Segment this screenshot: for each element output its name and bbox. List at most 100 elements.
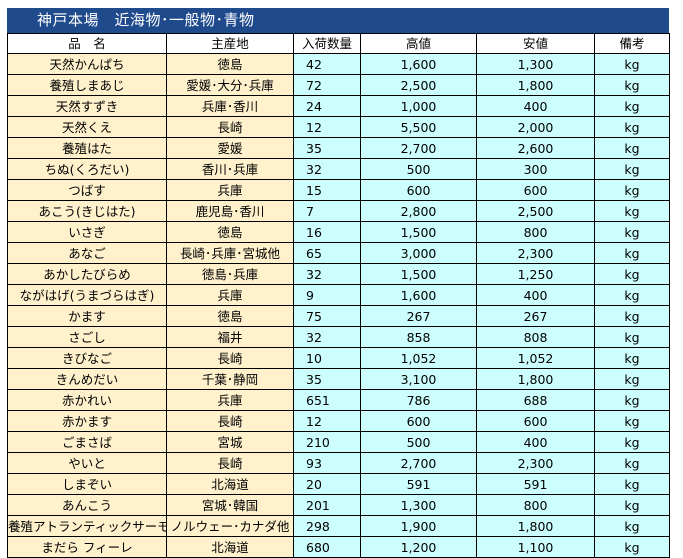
- unit-cell: kg: [594, 242, 670, 264]
- unit-cell: kg: [594, 431, 670, 453]
- low-price-cell: 1,800: [476, 515, 595, 537]
- high-price-cell: 1,300: [360, 494, 477, 516]
- quantity-cell: 75: [293, 305, 361, 327]
- low-price-cell: 600: [476, 410, 595, 432]
- quantity-cell: 15: [293, 179, 361, 201]
- high-price-cell: 500: [360, 431, 477, 453]
- low-price-cell: 300: [476, 158, 595, 180]
- high-price-cell: 2,500: [360, 74, 477, 96]
- unit-cell: kg: [594, 179, 670, 201]
- low-price-cell: 2,600: [476, 137, 595, 159]
- origin-cell: 長崎: [166, 410, 294, 432]
- item-name-cell: あんこう: [7, 494, 167, 516]
- header-row: 品 名 主産地 入荷数量 高値 安値 備考: [7, 33, 670, 54]
- origin-cell: 兵庫: [166, 284, 294, 306]
- high-price-cell: 1,052: [360, 347, 477, 369]
- header-origin: 主産地: [166, 33, 294, 54]
- origin-cell: 千葉･静岡: [166, 368, 294, 390]
- unit-cell: kg: [594, 158, 670, 180]
- low-price-cell: 2,300: [476, 452, 595, 474]
- high-price-cell: 591: [360, 473, 477, 495]
- high-price-cell: 3,100: [360, 368, 477, 390]
- low-price-cell: 2,000: [476, 116, 595, 138]
- table-row: ごまさば 宮城 210 500 400 kg: [7, 431, 670, 453]
- low-price-cell: 1,300: [476, 53, 595, 75]
- quantity-cell: 20: [293, 473, 361, 495]
- quantity-cell: 210: [293, 431, 361, 453]
- high-price-cell: 267: [360, 305, 477, 327]
- table-row: しまぞい 北海道 20 591 591 kg: [7, 473, 670, 495]
- unit-cell: kg: [594, 515, 670, 537]
- origin-cell: 香川･兵庫: [166, 158, 294, 180]
- high-price-cell: 600: [360, 179, 477, 201]
- high-price-cell: 2,700: [360, 452, 477, 474]
- table-row: 天然かんぱち 徳島 42 1,600 1,300 kg: [7, 53, 670, 75]
- unit-cell: kg: [594, 347, 670, 369]
- unit-cell: kg: [594, 305, 670, 327]
- quantity-cell: 10: [293, 347, 361, 369]
- unit-cell: kg: [594, 536, 670, 558]
- price-sheet: 神戸本場 近海物･一般物･青物 品 名 主産地 入荷数量 高値 安値 備考 天然…: [7, 8, 670, 558]
- table-row: あなご 長崎･兵庫･宮城他 65 3,000 2,300 kg: [7, 242, 670, 264]
- quantity-cell: 35: [293, 368, 361, 390]
- unit-cell: kg: [594, 389, 670, 411]
- origin-cell: 長崎: [166, 116, 294, 138]
- item-name-cell: ながはげ(うまづらはぎ): [7, 284, 167, 306]
- quantity-cell: 12: [293, 116, 361, 138]
- low-price-cell: 400: [476, 431, 595, 453]
- table-row: きんめだい 千葉･静岡 35 3,100 1,800 kg: [7, 368, 670, 390]
- low-price-cell: 800: [476, 494, 595, 516]
- table-row: つばす 兵庫 15 600 600 kg: [7, 179, 670, 201]
- unit-cell: kg: [594, 452, 670, 474]
- quantity-cell: 7: [293, 200, 361, 222]
- high-price-cell: 500: [360, 158, 477, 180]
- header-name: 品 名: [7, 33, 167, 54]
- low-price-cell: 688: [476, 389, 595, 411]
- high-price-cell: 1,200: [360, 536, 477, 558]
- quantity-cell: 201: [293, 494, 361, 516]
- table-row: 養殖はた 愛媛 35 2,700 2,600 kg: [7, 137, 670, 159]
- item-name-cell: 天然くえ: [7, 116, 167, 138]
- unit-cell: kg: [594, 95, 670, 117]
- item-name-cell: きびなご: [7, 347, 167, 369]
- item-name-cell: やいと: [7, 452, 167, 474]
- origin-cell: 長崎: [166, 452, 294, 474]
- origin-cell: 鹿児島･香川: [166, 200, 294, 222]
- unit-cell: kg: [594, 200, 670, 222]
- origin-cell: 徳島: [166, 221, 294, 243]
- item-name-cell: 赤かれい: [7, 389, 167, 411]
- quantity-cell: 72: [293, 74, 361, 96]
- low-price-cell: 1,250: [476, 263, 595, 285]
- origin-cell: 兵庫: [166, 389, 294, 411]
- origin-cell: 愛媛･大分･兵庫: [166, 74, 294, 96]
- item-name-cell: 養殖アトランティックサーモン: [7, 515, 167, 537]
- table-row: いさぎ 徳島 16 1,500 800 kg: [7, 221, 670, 243]
- high-price-cell: 1,500: [360, 221, 477, 243]
- item-name-cell: 天然すずき: [7, 95, 167, 117]
- origin-cell: 宮城: [166, 431, 294, 453]
- quantity-cell: 35: [293, 137, 361, 159]
- quantity-cell: 32: [293, 263, 361, 285]
- low-price-cell: 400: [476, 95, 595, 117]
- header-high-price: 高値: [360, 33, 477, 54]
- high-price-cell: 858: [360, 326, 477, 348]
- origin-cell: 長崎: [166, 347, 294, 369]
- item-name-cell: かます: [7, 305, 167, 327]
- low-price-cell: 1,052: [476, 347, 595, 369]
- low-price-cell: 2,500: [476, 200, 595, 222]
- table-row: かます 徳島 75 267 267 kg: [7, 305, 670, 327]
- unit-cell: kg: [594, 53, 670, 75]
- low-price-cell: 2,300: [476, 242, 595, 264]
- item-name-cell: いさぎ: [7, 221, 167, 243]
- low-price-cell: 1,800: [476, 368, 595, 390]
- quantity-cell: 32: [293, 326, 361, 348]
- table-row: 養殖しまあじ 愛媛･大分･兵庫 72 2,500 1,800 kg: [7, 74, 670, 96]
- table-row: あかしたびらめ 徳島･兵庫 32 1,500 1,250 kg: [7, 263, 670, 285]
- origin-cell: 徳島: [166, 305, 294, 327]
- high-price-cell: 2,800: [360, 200, 477, 222]
- unit-cell: kg: [594, 494, 670, 516]
- item-name-cell: まだら フィーレ: [7, 536, 167, 558]
- high-price-cell: 2,700: [360, 137, 477, 159]
- origin-cell: 宮城･韓国: [166, 494, 294, 516]
- quantity-cell: 24: [293, 95, 361, 117]
